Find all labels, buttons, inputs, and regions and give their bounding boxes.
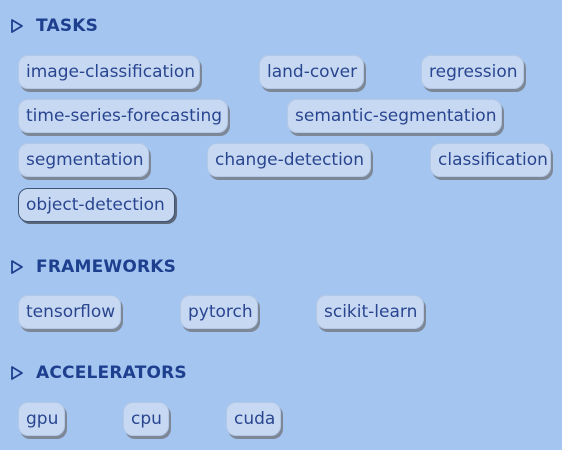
tag-chip-tensorflow[interactable]: tensorflow — [18, 295, 121, 329]
section-title-tasks: TASKS — [36, 16, 99, 36]
tag-chip-time-series-forecasting[interactable]: time-series-forecasting — [18, 99, 228, 133]
tag-chip-scikit-learn[interactable]: scikit-learn — [316, 295, 424, 329]
tag-chip-classification[interactable]: classification — [430, 143, 551, 177]
tag-chip-cuda[interactable]: cuda — [226, 402, 281, 436]
tag-chip-semantic-segmentation[interactable]: semantic-segmentation — [287, 99, 502, 133]
section-header-tasks[interactable]: TASKS — [10, 14, 98, 38]
tag-chip-cpu[interactable]: cpu — [123, 402, 169, 436]
section-title-frameworks: FRAMEWORKS — [36, 257, 177, 277]
tag-chip-image-classification[interactable]: image-classification — [18, 55, 200, 89]
section-title-accelerators: ACCELERATORS — [36, 363, 187, 383]
tag-chip-gpu[interactable]: gpu — [18, 402, 65, 436]
section-header-accelerators[interactable]: ACCELERATORS — [10, 361, 187, 385]
section-header-frameworks[interactable]: FRAMEWORKS — [10, 255, 176, 279]
tag-chip-regression[interactable]: regression — [421, 55, 524, 89]
tag-chip-segmentation[interactable]: segmentation — [18, 143, 149, 177]
expand-triangle-icon — [11, 366, 23, 380]
tag-chip-change-detection[interactable]: change-detection — [207, 143, 371, 177]
expand-triangle-icon — [11, 260, 23, 274]
tag-chip-land-cover[interactable]: land-cover — [259, 55, 364, 89]
tag-chip-object-detection[interactable]: object-detection — [18, 188, 175, 222]
tag-chip-pytorch[interactable]: pytorch — [180, 295, 258, 329]
expand-triangle-icon — [11, 19, 23, 33]
